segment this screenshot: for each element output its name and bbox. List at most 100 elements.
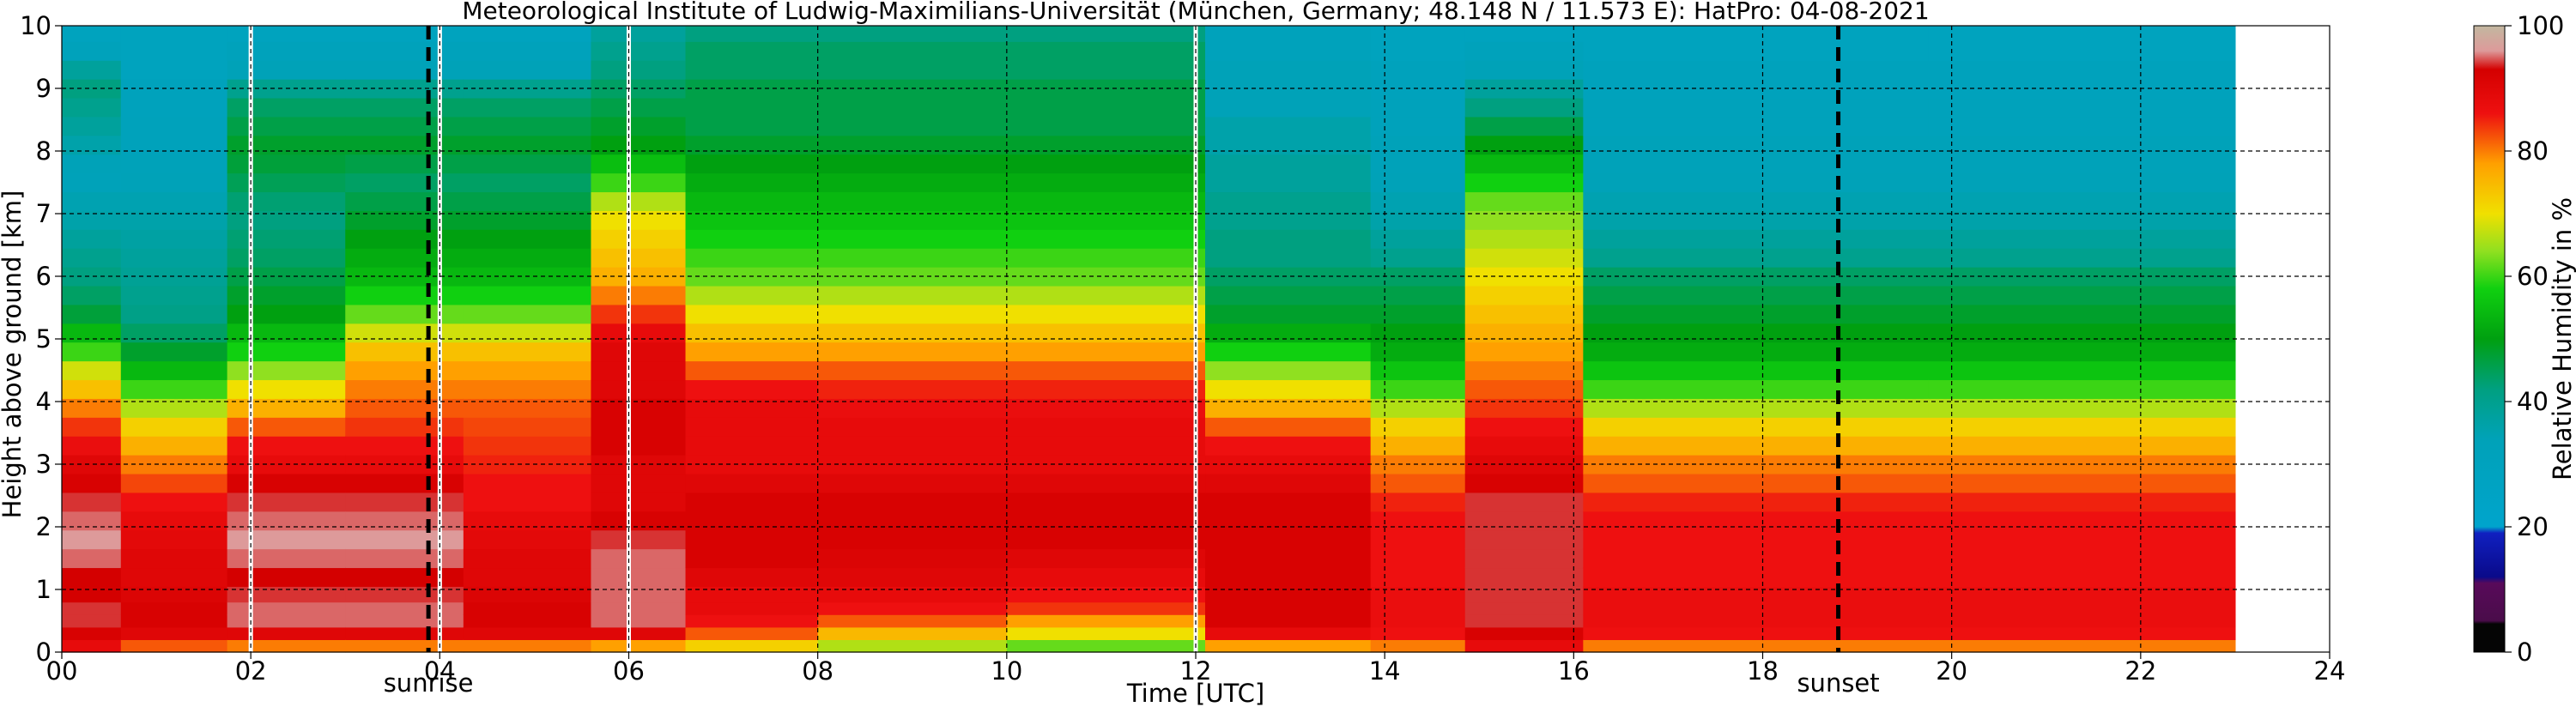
heatmap-cell <box>1583 323 1929 343</box>
heatmap-cell <box>685 601 819 615</box>
heatmap-cell <box>1205 116 1372 136</box>
heatmap-cell <box>591 116 687 136</box>
heatmap-cell <box>120 455 228 474</box>
heatmap-cell <box>345 60 464 80</box>
heatmap-cell <box>62 285 122 305</box>
heatmap-cell <box>463 323 592 343</box>
heatmap-cell <box>227 41 346 61</box>
heatmap-cell <box>1583 614 1929 628</box>
heatmap-cell <box>1205 626 1372 640</box>
heatmap-cell <box>345 26 464 42</box>
heatmap-cell <box>120 341 228 362</box>
x-axis-label: Time [UTC] <box>1126 679 1264 707</box>
heatmap-cell <box>227 323 346 343</box>
heatmap-cell <box>120 548 228 569</box>
heatmap-cell <box>1006 229 1206 249</box>
heatmap-cell <box>463 614 592 628</box>
heatmap-cell <box>1583 154 1929 174</box>
heatmap-cell <box>62 191 122 211</box>
heatmap-cell <box>1370 323 1466 343</box>
heatmap-cell <box>463 398 592 418</box>
heatmap-cell <box>1205 341 1372 362</box>
heatmap-cell <box>463 626 592 640</box>
heatmap-cell <box>1583 398 1929 418</box>
heatmap-cell <box>1205 79 1372 99</box>
heatmap-cell <box>1583 191 1929 211</box>
heatmap-cell <box>62 436 122 456</box>
heatmap-cell <box>1205 601 1372 615</box>
colorbar-tick-label: 20 <box>2517 512 2549 541</box>
heatmap-cell <box>227 473 346 493</box>
x-tick-label: 10 <box>991 656 1022 686</box>
heatmap-cell <box>1464 323 1584 343</box>
heatmap-cell <box>1583 248 1929 268</box>
heatmap-cell <box>345 97 464 118</box>
grid-lines <box>62 26 2330 652</box>
heatmap-column <box>1006 26 1206 653</box>
heatmap-cell <box>1006 41 1206 61</box>
y-axis-label: Height above ground [km] <box>0 190 27 519</box>
heatmap-cell <box>345 248 464 268</box>
heatmap-cell <box>1006 639 1206 653</box>
heatmap-cell <box>345 601 464 615</box>
heatmap-cell <box>685 548 819 569</box>
heatmap-cell <box>1370 492 1466 512</box>
heatmap-cell <box>463 601 592 615</box>
heatmap-cell <box>1928 154 2236 174</box>
heatmap-cell <box>1205 135 1372 155</box>
heatmap-cell <box>227 304 346 324</box>
heatmap-cell <box>463 191 592 211</box>
heatmap-cell <box>227 398 346 418</box>
heatmap-cell <box>1583 135 1929 155</box>
heatmap-cell <box>1370 248 1466 268</box>
heatmap-cell <box>685 60 819 80</box>
heatmap-cell <box>120 116 228 136</box>
heatmap-cell <box>1370 341 1466 362</box>
heatmap-cell <box>463 548 592 569</box>
heatmap-cell <box>685 567 819 587</box>
heatmap-cell <box>120 304 228 324</box>
heatmap-cell <box>1370 379 1466 399</box>
heatmap-cell <box>62 639 122 653</box>
heatmap-cell <box>1928 26 2236 42</box>
heatmap-cell <box>227 135 346 155</box>
x-axis-ticks: 00 02 04 06 08 10 12 14 16 18 20 22 24 <box>46 652 2345 686</box>
heatmap-cell <box>463 417 592 437</box>
heatmap-cell <box>1464 341 1584 362</box>
heatmap-cell <box>1464 473 1584 493</box>
heatmap-cell <box>227 417 346 437</box>
heatmap-cell <box>685 285 819 305</box>
heatmap-cell <box>1370 529 1466 550</box>
heatmap-cell <box>1464 191 1584 211</box>
heatmap-cell <box>1205 304 1372 324</box>
heatmap-cell <box>591 626 687 640</box>
heatmap-cell <box>685 626 819 640</box>
y-tick-label: 7 <box>36 199 52 228</box>
heatmap-cell <box>1583 360 1929 381</box>
heatmap-cell <box>817 626 1008 640</box>
heatmap-cell <box>1928 360 2236 381</box>
heatmap-cell <box>685 248 819 268</box>
heatmap-cell <box>1370 116 1466 136</box>
y-tick-label: 1 <box>36 575 52 604</box>
heatmap-cell <box>817 586 1008 603</box>
heatmap-cell <box>62 586 122 603</box>
heatmap-cell <box>227 210 346 230</box>
heatmap-cell <box>1006 285 1206 305</box>
heatmap-cell <box>463 41 592 61</box>
heatmap-cell <box>1370 191 1466 211</box>
heatmap-cell <box>591 567 687 587</box>
heatmap-cell <box>1006 97 1206 118</box>
heatmap-cell <box>817 304 1008 324</box>
heatmap-cell <box>1205 586 1372 603</box>
colorbar-tick-label: 40 <box>2517 387 2549 416</box>
heatmap-cell <box>120 529 228 550</box>
heatmap-cell <box>1006 154 1206 174</box>
heatmap-cell <box>345 341 464 362</box>
heatmap-cell <box>1928 41 2236 61</box>
heatmap-cell <box>62 492 122 512</box>
heatmap-cell <box>120 229 228 249</box>
heatmap-cell <box>817 614 1008 628</box>
heatmap-cell <box>591 473 687 493</box>
heatmap-cell <box>685 360 819 381</box>
